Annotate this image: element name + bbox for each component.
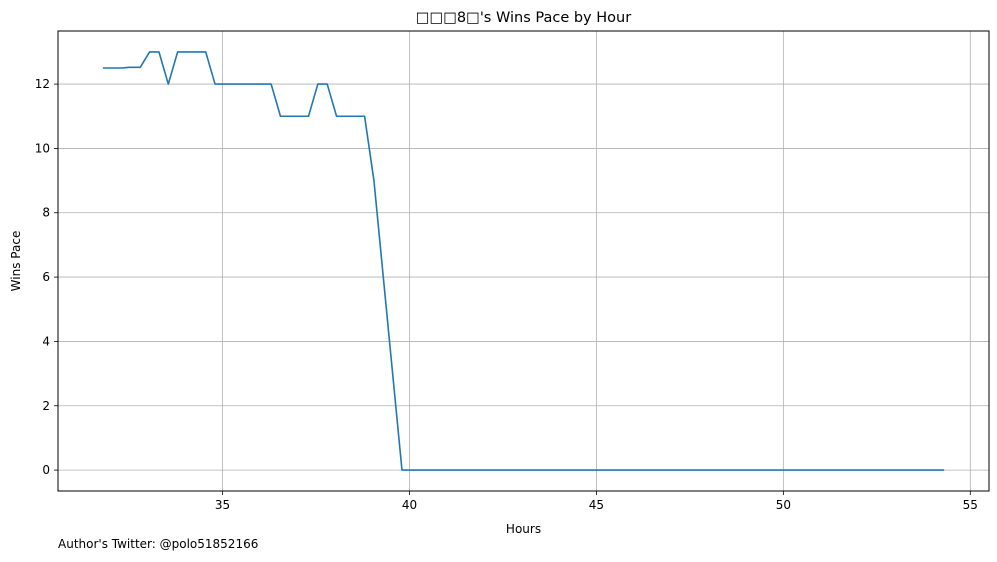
x-tick-label: 40 xyxy=(402,498,417,512)
y-tick-label: 6 xyxy=(42,270,50,284)
series-line xyxy=(102,51,945,471)
y-tick-label: 10 xyxy=(35,141,50,155)
chart-title: □□□8□'s Wins Pace by Hour xyxy=(416,10,631,26)
series-layer xyxy=(102,51,945,471)
axis-ticks: 35 40 45 50 55 0 2 4 6 8 10 12 xyxy=(35,77,978,512)
y-tick-label: 8 xyxy=(42,206,50,220)
x-axis-title: Hours xyxy=(506,522,541,536)
y-tick-label: 12 xyxy=(35,77,50,91)
y-tick-label: 4 xyxy=(42,334,50,348)
x-tick-label: 45 xyxy=(589,498,604,512)
grid-lines xyxy=(58,31,989,491)
y-tick-label: 2 xyxy=(42,399,50,413)
x-tick-label: 50 xyxy=(776,498,791,512)
x-tick-label: 55 xyxy=(963,498,978,512)
y-axis-title: Wins Pace xyxy=(9,231,23,292)
y-tick-label: 0 xyxy=(42,463,50,477)
x-tick-label: 35 xyxy=(215,498,230,512)
plot-frame xyxy=(57,30,990,492)
author-credit: Author's Twitter: @polo51852166 xyxy=(58,537,259,551)
